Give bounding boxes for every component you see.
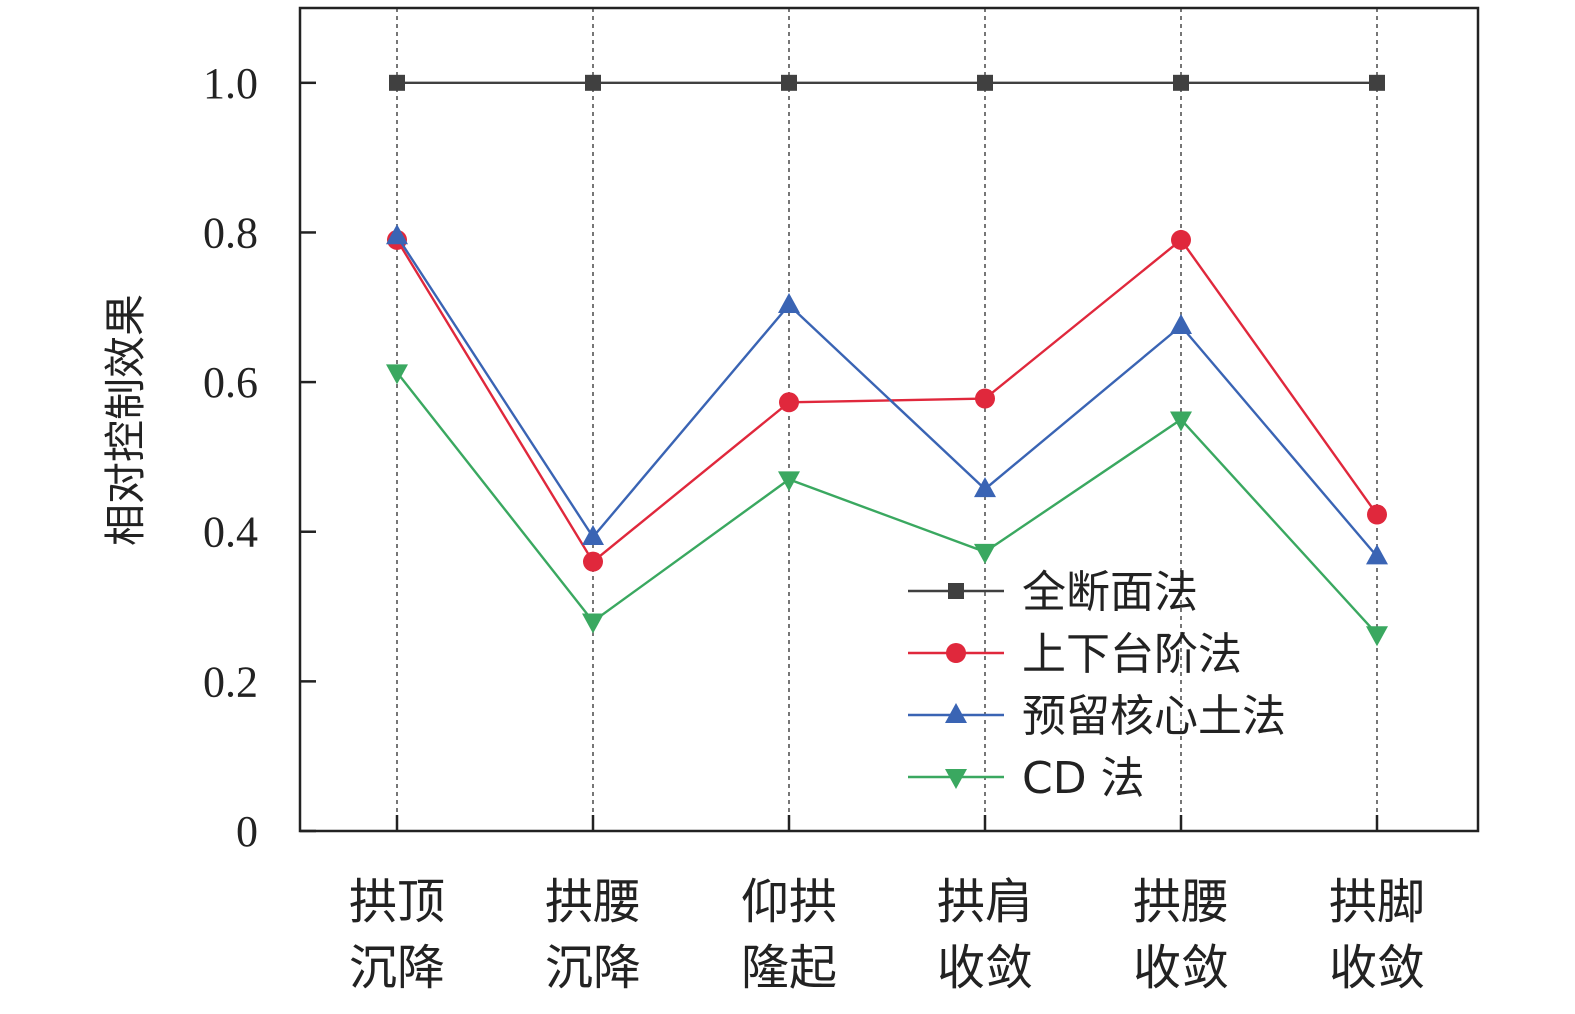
- data-point: [386, 224, 408, 245]
- x-tick-label: 收敛: [1133, 940, 1229, 996]
- legend-item: 全断面法: [908, 567, 1198, 618]
- y-tick-label: 0: [236, 807, 258, 856]
- data-point: [1367, 504, 1387, 525]
- x-tick-label: 拱腰: [545, 874, 641, 930]
- legend-marker: [948, 583, 964, 599]
- data-point: [1170, 313, 1192, 334]
- legend-marker: [945, 703, 967, 723]
- legend-label: 预留核心土法: [1022, 691, 1286, 742]
- x-tick-label: 拱顶: [349, 874, 445, 930]
- y-axis: 0 0.2 0.4 0.6 0.8 1.0: [203, 59, 316, 856]
- x-tick-label: 沉降: [545, 940, 641, 996]
- data-point: [974, 477, 996, 498]
- plot-frame: [298, 6, 1480, 833]
- x-tick-label: 沉降: [349, 940, 445, 996]
- data-point: [977, 74, 993, 91]
- data-point: [778, 293, 800, 314]
- data-point: [1366, 544, 1388, 565]
- series-3: [386, 364, 1388, 647]
- legend-label: 上下台阶法: [1022, 629, 1242, 680]
- x-tick-label: 拱脚: [1329, 874, 1425, 930]
- data-point: [779, 392, 799, 413]
- data-point: [582, 613, 604, 634]
- y-axis-title: 相对控制效果: [101, 294, 150, 546]
- legend-label: 全断面法: [1022, 567, 1198, 618]
- y-tick-label: 0.8: [203, 208, 258, 257]
- series-1: [387, 229, 1387, 572]
- x-tick-label: 收敛: [937, 940, 1033, 996]
- data-point: [389, 74, 405, 91]
- series-layer: [386, 74, 1388, 647]
- series-0: [389, 74, 1385, 91]
- y-tick-label: 0.4: [203, 508, 258, 557]
- x-tick-label: 隆起: [741, 940, 837, 996]
- data-point: [1171, 229, 1191, 250]
- data-point: [582, 524, 604, 545]
- data-point: [386, 364, 408, 385]
- data-point: [1369, 74, 1385, 91]
- series-line: [395, 235, 1378, 558]
- legend-item: CD 法: [908, 753, 1145, 804]
- y-tick-label: 0.6: [203, 358, 258, 407]
- x-tick-label: 拱腰: [1133, 874, 1229, 930]
- data-point: [585, 74, 601, 91]
- data-point: [583, 551, 603, 572]
- data-point: [781, 74, 797, 91]
- x-tick-label: 拱肩: [937, 874, 1033, 930]
- legend-item: 上下台阶法: [908, 629, 1242, 680]
- legend-marker: [945, 769, 967, 789]
- data-point: [778, 471, 800, 492]
- series-line: [396, 371, 1378, 636]
- y-tick-label: 1.0: [203, 59, 258, 108]
- legend-marker: [946, 643, 966, 663]
- series-line: [395, 238, 1378, 564]
- series-2: [386, 224, 1388, 565]
- x-tick-label: 收敛: [1329, 940, 1425, 996]
- x-tick-label: 仰拱: [741, 874, 837, 930]
- data-point: [1173, 74, 1189, 91]
- data-point: [1170, 411, 1192, 432]
- data-point: [975, 388, 995, 409]
- legend-item: 预留核心土法: [908, 691, 1286, 742]
- data-point: [1366, 626, 1388, 647]
- data-point: [974, 543, 996, 564]
- legend-label: CD 法: [1022, 753, 1145, 804]
- y-tick-label: 0.2: [203, 657, 258, 706]
